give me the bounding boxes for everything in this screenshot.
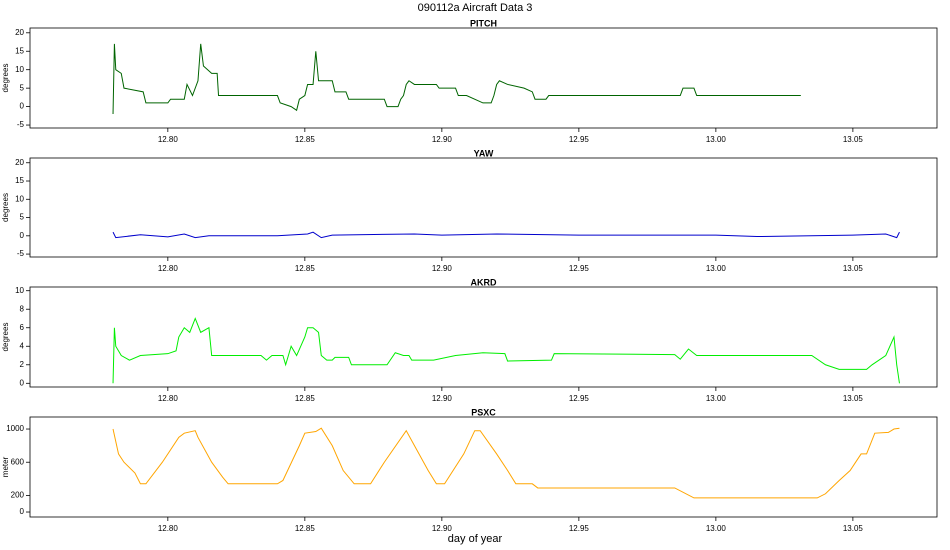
x-tick-label: 12.80 [158,264,179,273]
data-line [112,231,900,239]
plot-frame [29,157,938,258]
y-tick-label: 10 [15,286,24,295]
data-line [112,427,900,499]
plot-frame [29,286,938,388]
panel-title: PITCH [470,18,497,28]
x-tick-label: 12.80 [158,135,179,144]
x-tick-label: 12.90 [432,524,453,533]
y-tick-label: 0 [20,231,25,240]
x-tick-label: 12.85 [295,135,316,144]
x-tick-label: 13.00 [706,394,727,403]
x-tick-label: 13.05 [843,135,864,144]
y-tick-label: 15 [15,176,24,185]
x-tick-label: 12.80 [158,394,179,403]
y-tick-label: 4 [20,341,25,350]
x-tick-label: 13.05 [843,394,864,403]
data-line [112,43,801,114]
y-tick-label: 20 [15,28,24,37]
x-tick-label: 13.05 [843,264,864,273]
x-tick-label: 12.85 [295,524,316,533]
x-tick-label: 12.85 [295,264,316,273]
x-tick-label: 13.00 [706,264,727,273]
y-tick-label: 0 [20,102,25,111]
x-tick-label: 12.80 [158,524,179,533]
y-tick-label: -5 [17,249,25,258]
x-axis-label: day of year [448,533,503,545]
x-tick-label: 12.90 [432,264,453,273]
x-tick-label: 13.05 [843,524,864,533]
y-tick-label: 1000 [6,424,24,433]
y-tick-label: 10 [15,65,24,74]
y-tick-label: 2 [20,360,25,369]
plot-frame [29,416,938,518]
y-axis-label: degrees [1,193,10,222]
data-line [112,317,900,384]
y-tick-label: 5 [20,213,25,222]
y-tick-label: 10 [15,194,24,203]
x-tick-label: 12.90 [432,394,453,403]
x-tick-label: 13.00 [706,135,727,144]
y-tick-label: -5 [17,120,25,129]
y-tick-label: 15 [15,46,24,55]
y-tick-label: 6 [20,323,25,332]
x-tick-label: 12.95 [569,394,590,403]
y-tick-label: 20 [15,158,24,167]
plot-frame [29,27,938,129]
page-title: 090112a Aircraft Data 3 [418,2,533,14]
x-tick-label: 12.90 [432,135,453,144]
y-tick-label: 600 [11,457,25,466]
x-tick-label: 13.00 [706,524,727,533]
y-axis-label: meter [1,456,10,477]
x-tick-label: 12.95 [569,524,590,533]
y-axis-label: degrees [1,323,10,352]
y-tick-label: 200 [11,491,25,500]
panel-title: YAW [474,148,494,158]
x-tick-label: 12.85 [295,394,316,403]
panel-title: PSXC [471,407,496,417]
y-tick-label: 5 [20,83,25,92]
y-tick-label: 0 [20,378,25,387]
y-tick-label: 0 [20,507,25,516]
x-tick-label: 12.95 [569,135,590,144]
panel-title: AKRD [471,277,497,287]
x-tick-label: 12.95 [569,264,590,273]
y-axis-label: degrees [1,64,10,93]
y-tick-label: 8 [20,304,25,313]
